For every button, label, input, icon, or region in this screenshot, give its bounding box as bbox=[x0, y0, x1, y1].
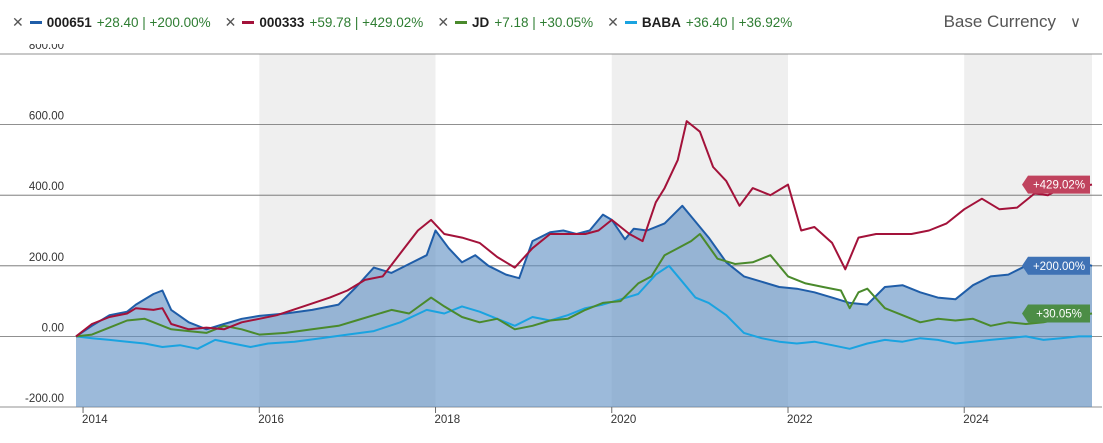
legend-item-jd: ✕ JD +7.18 | +30.05% bbox=[437, 14, 593, 31]
series-line-BABA bbox=[75, 264, 1092, 350]
y-tick-label: 800.00 bbox=[29, 44, 64, 52]
legend-change: +36.40 | +36.92% bbox=[685, 14, 793, 30]
y-tick-label: 600.00 bbox=[29, 111, 64, 123]
series-line-000333 bbox=[75, 120, 1093, 338]
end-label-box bbox=[1022, 256, 1090, 275]
base-currency-label: Base Currency bbox=[943, 12, 1057, 31]
legend-ticker: BABA bbox=[641, 14, 681, 30]
x-tick-label: 2024 bbox=[963, 414, 989, 426]
x-tick-label: 2018 bbox=[435, 414, 461, 426]
legend-change: +59.78 | +429.02% bbox=[309, 14, 424, 30]
legend-ticker: 000333 bbox=[259, 14, 305, 30]
close-icon[interactable]: ✕ bbox=[607, 13, 619, 30]
end-labels: +200.00% +429.02% +30.05% bbox=[1022, 175, 1090, 323]
y-tick-label: -200.00 bbox=[25, 393, 64, 405]
base-currency-dropdown[interactable]: Base Currency ∨ bbox=[944, 12, 1081, 32]
legend-ticker: JD bbox=[472, 14, 490, 30]
close-icon[interactable]: ✕ bbox=[437, 13, 450, 30]
y-tick-label: 200.00 bbox=[29, 252, 64, 264]
legend-item-baba: ✕ BABA +36.40 | +36.92% bbox=[607, 14, 792, 31]
end-label-box bbox=[1022, 304, 1090, 323]
close-icon[interactable]: ✕ bbox=[224, 13, 237, 30]
end-label-box bbox=[1022, 175, 1090, 194]
legend-change: +7.18 | +30.05% bbox=[494, 14, 594, 30]
legend-swatch-000651 bbox=[29, 20, 42, 24]
series-line-000651 bbox=[75, 204, 1093, 338]
legend-swatch-000333 bbox=[242, 20, 255, 24]
y-tick-label: 400.00 bbox=[29, 181, 64, 193]
x-tick-label: 2016 bbox=[258, 414, 284, 426]
x-tick-label: 2022 bbox=[787, 414, 813, 426]
y-axis: -200.00 0.00 200.00 400.00 600.00 800.00 bbox=[25, 44, 64, 405]
legend-ticker: 000651 bbox=[46, 14, 92, 30]
x-tick-label: 2014 bbox=[82, 414, 108, 426]
series-line-JD bbox=[75, 233, 1093, 338]
chevron-down-icon: ∨ bbox=[1070, 14, 1081, 31]
x-tick-label: 2020 bbox=[611, 414, 637, 426]
legend-swatch-baba bbox=[624, 20, 637, 24]
legend-swatch-jd bbox=[455, 20, 468, 24]
series-layer bbox=[75, 120, 1093, 407]
x-axis: 2014 2016 2018 2020 2022 2024 bbox=[82, 407, 989, 426]
end-label-000333: +429.02% bbox=[1033, 180, 1085, 192]
end-label-000651: +200.00% bbox=[1033, 261, 1085, 273]
series-area-000651 bbox=[76, 205, 1092, 407]
end-label-JD: +30.05% bbox=[1036, 308, 1082, 320]
price-chart[interactable]: -200.00 0.00 200.00 400.00 600.00 800.00 2014… bbox=[0, 44, 1103, 443]
chart-legend: ✕ 000651 +28.40 | +200.00% ✕ 000333 +59.… bbox=[0, 0, 1103, 44]
close-icon[interactable]: ✕ bbox=[12, 13, 24, 30]
legend-change: +28.40 | +200.00% bbox=[96, 14, 211, 30]
y-tick-label: 0.00 bbox=[42, 322, 64, 334]
legend-item-000651: ✕ 000651 +28.40 | +200.00% bbox=[12, 14, 211, 31]
legend-item-000333: ✕ 000333 +59.78 | +429.02% bbox=[225, 14, 424, 31]
